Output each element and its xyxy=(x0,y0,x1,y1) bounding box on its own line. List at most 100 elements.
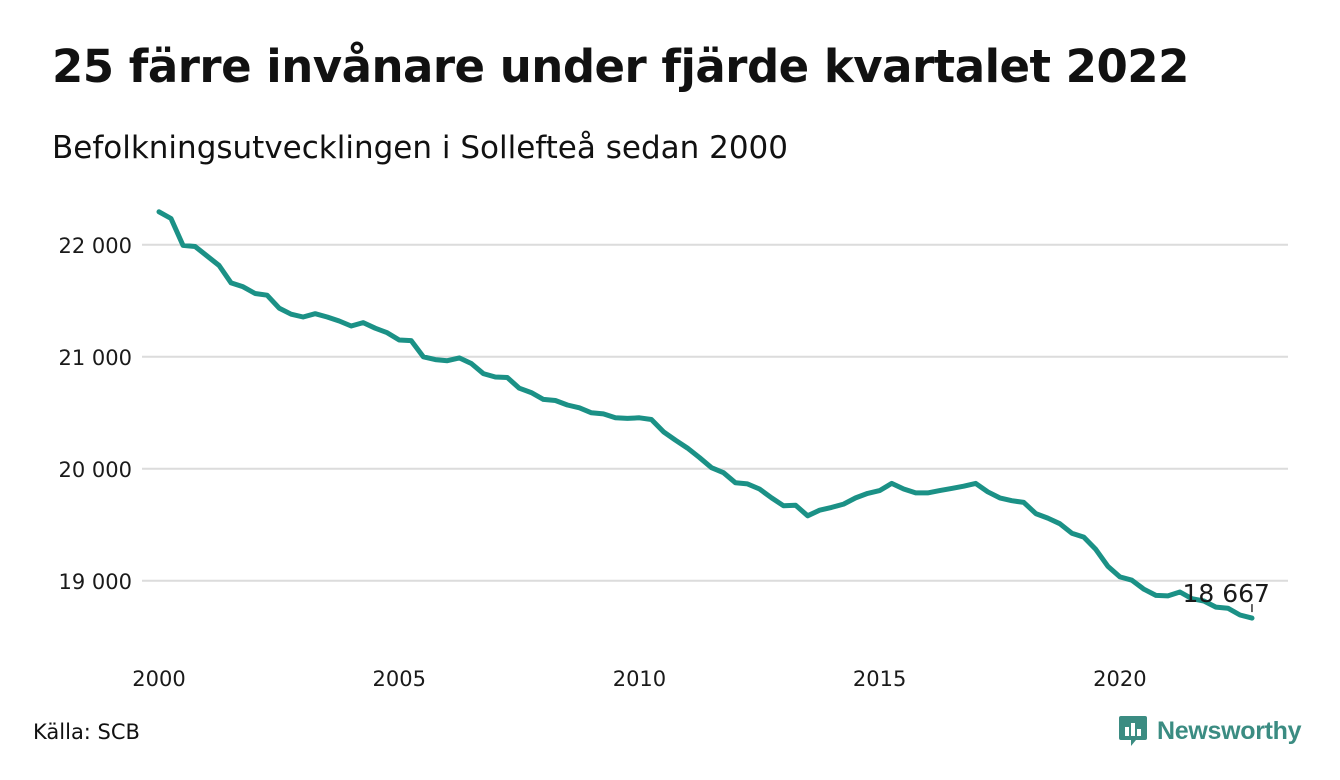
data-point xyxy=(625,416,630,421)
data-point xyxy=(385,330,390,335)
data-point xyxy=(1069,531,1074,536)
data-point xyxy=(733,480,738,485)
data-point xyxy=(1045,516,1050,521)
data-point xyxy=(745,481,750,486)
y-tick-label: 21 000 xyxy=(59,346,132,370)
data-point xyxy=(241,284,246,289)
data-point xyxy=(181,243,186,248)
data-point xyxy=(325,315,330,320)
data-point xyxy=(1237,612,1242,617)
source-note: Källa: SCB xyxy=(33,720,140,744)
data-point xyxy=(649,417,654,422)
bar-chart-speech-bubble-icon xyxy=(1119,716,1147,746)
data-point xyxy=(589,410,594,415)
y-tick-label: 19 000 xyxy=(59,570,132,594)
data-point xyxy=(889,481,894,486)
last-value-label: 18 667 xyxy=(1182,579,1269,608)
data-point xyxy=(301,315,306,320)
data-point xyxy=(841,502,846,507)
data-point xyxy=(1093,547,1098,552)
data-point xyxy=(577,405,582,410)
data-point xyxy=(829,505,834,510)
data-point xyxy=(553,398,558,403)
data-point xyxy=(997,495,1002,500)
data-point xyxy=(601,411,606,416)
data-point xyxy=(781,503,786,508)
chart-subtitle: Befolkningsutvecklingen i Sollefteå seda… xyxy=(52,130,789,166)
data-point xyxy=(949,486,954,491)
data-point xyxy=(289,312,294,317)
data-point xyxy=(169,216,174,221)
x-tick-label: 2015 xyxy=(853,667,906,691)
data-point xyxy=(1249,616,1254,621)
data-point xyxy=(757,486,762,491)
data-point xyxy=(229,280,234,285)
data-point xyxy=(505,375,510,380)
data-point xyxy=(973,481,978,486)
data-point xyxy=(421,354,426,359)
data-point xyxy=(685,446,690,451)
data-point xyxy=(541,397,546,402)
data-point xyxy=(637,415,642,420)
x-tick-label: 2005 xyxy=(373,667,426,691)
data-point xyxy=(433,357,438,362)
data-point xyxy=(1033,511,1038,516)
data-point xyxy=(673,438,678,443)
data-point xyxy=(709,465,714,470)
data-point xyxy=(205,254,210,259)
data-point xyxy=(529,390,534,395)
data-point xyxy=(361,320,366,325)
data-point xyxy=(337,318,342,323)
data-point xyxy=(661,429,666,434)
data-point xyxy=(493,374,498,379)
data-point xyxy=(1105,564,1110,569)
x-tick-label: 2000 xyxy=(132,667,185,691)
data-point xyxy=(457,355,462,360)
data-point xyxy=(961,484,966,489)
data-point xyxy=(697,455,702,460)
data-point xyxy=(721,470,726,475)
data-point xyxy=(481,371,486,376)
y-tick-label: 22 000 xyxy=(59,234,132,258)
chart-title: 25 färre invånare under fjärde kvartalet… xyxy=(52,40,1189,93)
data-point xyxy=(805,513,810,518)
data-point xyxy=(913,490,918,495)
data-point xyxy=(937,488,942,493)
data-point xyxy=(217,263,222,268)
data-point xyxy=(265,293,270,298)
data-point xyxy=(1165,593,1170,598)
data-point xyxy=(253,291,258,296)
data-point xyxy=(853,495,858,500)
data-point xyxy=(1117,574,1122,579)
data-point xyxy=(769,495,774,500)
x-tick-label: 2010 xyxy=(613,667,666,691)
data-point xyxy=(877,488,882,493)
data-point xyxy=(793,503,798,508)
newsworthy-logo: Newsworthy xyxy=(1118,714,1302,748)
x-tick-label: 2020 xyxy=(1093,667,1146,691)
data-point xyxy=(1021,500,1026,505)
data-point xyxy=(1141,587,1146,592)
data-point xyxy=(613,415,618,420)
data-point xyxy=(313,311,318,316)
data-point xyxy=(397,338,402,343)
data-point xyxy=(925,490,930,495)
data-point xyxy=(817,508,822,513)
data-point xyxy=(349,324,354,329)
data-point xyxy=(565,402,570,407)
data-point xyxy=(865,491,870,496)
data-point xyxy=(373,326,378,331)
data-point xyxy=(1081,535,1086,540)
data-point xyxy=(1009,498,1014,503)
data-point xyxy=(409,338,414,343)
data-point xyxy=(1057,521,1062,526)
data-point xyxy=(1129,578,1134,583)
data-point xyxy=(157,209,162,214)
data-point xyxy=(445,358,450,363)
data-point xyxy=(469,361,474,366)
population-line xyxy=(156,209,1255,621)
data-point xyxy=(517,386,522,391)
data-point xyxy=(1153,593,1158,598)
data-point xyxy=(193,244,198,249)
